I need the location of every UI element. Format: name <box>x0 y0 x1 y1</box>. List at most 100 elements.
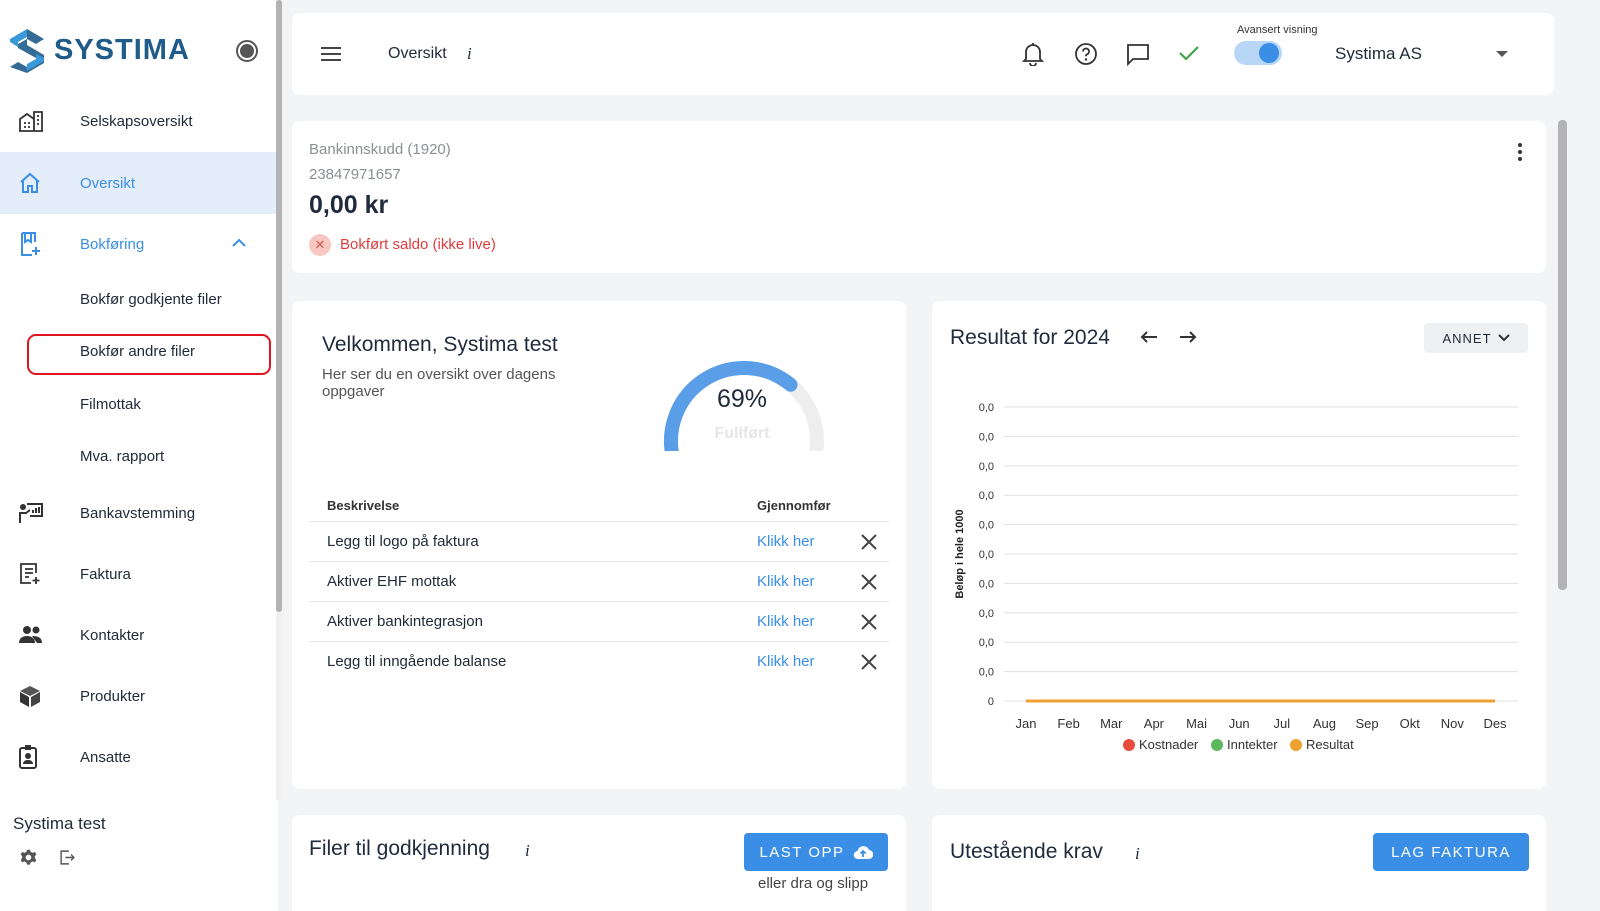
sidebar-item-selskapsoversikt[interactable]: Selskapsoversikt <box>0 90 276 152</box>
result-chart: Beløp i hele 1000 0,0 0,0 0,0 0,0 0,0 0,0 0,0 0… <box>954 402 1518 752</box>
result-title: Resultat for 2024 <box>950 326 1110 349</box>
toggle-knob <box>1259 43 1279 63</box>
sidebar-scrollbar-thumb[interactable] <box>276 0 282 612</box>
advanced-view-toggle[interactable] <box>1234 41 1282 65</box>
welcome-title: Velkommen, Systima test <box>322 333 558 356</box>
table-row: Aktiver EHF mottak Klikk her <box>309 561 889 601</box>
outstanding-claims-card: Utestående krav i LAG FAKTURA <box>932 815 1546 911</box>
legend-label[interactable]: Inntekter <box>1227 737 1278 752</box>
sidebar-item-label: Ansatte <box>80 748 131 766</box>
chevron-up-icon[interactable] <box>232 238 246 248</box>
claims-title: Utestående krav <box>950 840 1103 863</box>
sidebar-subitem-mva-rapport[interactable]: Mva. rapport <box>80 448 165 465</box>
arrow-left-icon[interactable] <box>1140 330 1158 344</box>
task-description: Legg til inngående balanse <box>327 653 507 670</box>
hamburger-menu-icon[interactable] <box>320 46 342 62</box>
chat-icon[interactable] <box>1126 42 1150 66</box>
bank-account-number: 23847971657 <box>309 166 401 183</box>
home-icon <box>20 172 40 193</box>
task-action-link[interactable]: Klikk her <box>757 533 815 550</box>
close-icon[interactable] <box>860 653 878 671</box>
cloud-upload-icon <box>853 846 873 860</box>
sidebar-item-bankavstemming[interactable]: Bankavstemming <box>0 482 276 544</box>
drop-hint: eller dra og slipp <box>758 875 869 892</box>
task-action-link[interactable]: Klikk her <box>757 573 815 590</box>
y-tick-label: 0,0 <box>979 461 994 473</box>
chevron-down-icon <box>1497 334 1510 342</box>
filter-label: ANNET <box>1442 330 1492 346</box>
filter-dropdown[interactable]: ANNET <box>1424 323 1528 353</box>
info-icon[interactable]: i <box>525 841 530 860</box>
x-tick-label: Jan <box>1016 716 1037 731</box>
legend-marker <box>1290 739 1302 751</box>
legend-label[interactable]: Resultat <box>1306 737 1354 752</box>
help-icon[interactable] <box>1074 42 1098 66</box>
badge-icon <box>19 745 37 769</box>
progress-percent: 69% <box>716 385 768 413</box>
create-invoice-button[interactable]: LAG FAKTURA <box>1373 833 1529 871</box>
sidebar-item-faktura[interactable]: Faktura <box>0 543 276 605</box>
theme-toggle-button[interactable] <box>236 40 258 62</box>
welcome-card: Velkommen, Systima test Her ser du en ov… <box>292 301 906 789</box>
table-row: Legg til logo på faktura Klikk her <box>309 521 889 561</box>
task-description: Aktiver EHF mottak <box>327 573 457 590</box>
upload-button[interactable]: LAST OPP <box>744 833 888 871</box>
y-tick-label: 0,0 <box>979 431 994 443</box>
gear-icon[interactable] <box>20 849 37 866</box>
sidebar-item-ansatte[interactable]: Ansatte <box>0 726 276 788</box>
bell-icon[interactable] <box>1022 42 1044 66</box>
sidebar-item-kontakter[interactable]: Kontakter <box>0 604 276 666</box>
y-axis-label: Beløp i hele 1000 <box>954 509 966 598</box>
presenter-icon <box>19 503 43 523</box>
sidebar-subitem-bokfor-godkjente-filer[interactable]: Bokfør godkjente filer <box>80 291 222 308</box>
x-tick-label: Feb <box>1057 716 1079 731</box>
logout-icon[interactable] <box>59 849 76 866</box>
close-icon[interactable] <box>860 573 878 591</box>
sidebar-item-label: Selskapsoversikt <box>80 112 193 130</box>
sidebar-subitem-bokfor-andre-filer[interactable]: Bokfør andre filer <box>80 343 196 360</box>
task-action-link[interactable]: Klikk her <box>757 653 815 670</box>
user-name: Systima test <box>13 814 106 833</box>
x-tick-label: Mai <box>1186 716 1207 731</box>
sidebar-subitem-filmottak[interactable]: Filmottak <box>80 396 141 413</box>
systima-logo-icon <box>10 29 44 73</box>
close-icon[interactable] <box>860 613 878 631</box>
bank-status-text: Bokført saldo (ikke live) <box>340 236 496 253</box>
sidebar-item-label: Bokføring <box>80 235 145 253</box>
legend-label[interactable]: Kostnader <box>1139 737 1199 752</box>
y-tick-label: 0,0 <box>979 549 994 561</box>
company-select[interactable]: Systima AS <box>1335 44 1422 63</box>
logo[interactable]: SYSTIMA <box>8 26 190 74</box>
x-tick-label: Jun <box>1229 716 1250 731</box>
column-header-action: Gjennomfør <box>757 498 831 513</box>
task-description: Aktiver bankintegrasjon <box>327 613 483 630</box>
sidebar-item-label: Produkter <box>80 687 146 705</box>
bookmark-plus-icon <box>21 232 40 256</box>
main-scrollbar-thumb[interactable] <box>1558 120 1567 590</box>
sidebar-item-bokforing[interactable]: Bokføring <box>0 213 276 275</box>
info-icon[interactable]: i <box>1135 844 1140 863</box>
caret-down-icon[interactable] <box>1496 51 1508 57</box>
task-description: Legg til logo på faktura <box>327 533 479 550</box>
close-icon[interactable] <box>860 533 878 551</box>
files-approval-card: Filer til godkjenning i LAST OPP eller d… <box>292 815 906 911</box>
x-tick-label: Des <box>1483 716 1507 731</box>
sidebar-item-produkter[interactable]: Produkter <box>0 665 276 727</box>
legend-marker <box>1123 739 1135 751</box>
progress-gauge <box>664 361 824 451</box>
bank-account-card: Bankinnskudd (1920) 23847971657 0,00 kr … <box>292 121 1546 273</box>
files-title: Filer til godkjenning <box>309 837 490 860</box>
arrow-right-icon[interactable] <box>1179 330 1197 344</box>
legend-marker <box>1211 739 1223 751</box>
y-tick-label: 0,0 <box>979 402 994 414</box>
user-actions <box>20 849 76 866</box>
y-tick-label: 0,0 <box>979 490 994 502</box>
box-icon <box>20 686 40 707</box>
sidebar-item-oversikt[interactable]: Oversikt <box>0 152 276 214</box>
task-action-link[interactable]: Klikk her <box>757 613 815 630</box>
more-vert-icon[interactable] <box>1518 143 1522 161</box>
buildings-icon <box>19 111 43 132</box>
info-icon[interactable]: i <box>467 44 472 63</box>
advanced-view-label: Avansert visning <box>1237 24 1318 36</box>
x-tick-label: Aug <box>1313 716 1336 731</box>
